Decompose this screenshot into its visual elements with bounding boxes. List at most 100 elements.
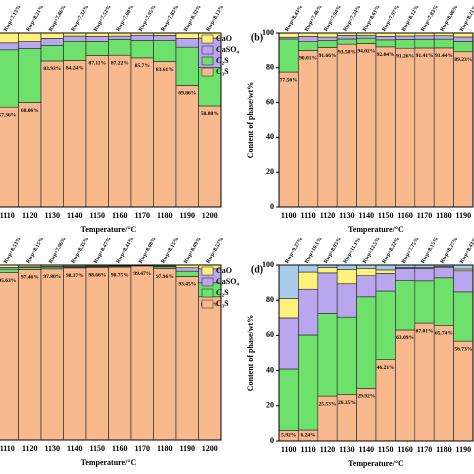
- bar-segment: [108, 39, 132, 56]
- bar-segment: [375, 359, 396, 442]
- bar-segment: [395, 39, 416, 49]
- data-label: 94.02%: [357, 49, 375, 55]
- bar-segment: [356, 275, 377, 298]
- bar-segment: [453, 36, 474, 42]
- data-label: 67.01%: [416, 328, 434, 334]
- bar-segment: [395, 329, 416, 442]
- y-tick-label: 20: [266, 167, 274, 176]
- bar-segment: [356, 264, 377, 269]
- data-label: 6.24%: [301, 432, 316, 438]
- x-tick-label: 1130: [44, 211, 60, 220]
- bar-segment: [395, 268, 416, 281]
- data-label: 69.86%: [178, 91, 196, 97]
- bar-segment: [18, 41, 42, 49]
- rwp-label: Rwp=8.12%: [401, 4, 421, 32]
- bar-segment: [356, 296, 377, 389]
- x-tick-label: 1130: [339, 211, 355, 220]
- legend-label: C₃S: [216, 299, 229, 308]
- x-axis-title: Temperature/°C: [348, 459, 404, 468]
- bar-segment: [336, 43, 357, 208]
- bar-segment: [85, 55, 109, 208]
- legend-swatch: [201, 56, 214, 66]
- bar-segment: [18, 102, 42, 208]
- bar-segment: [175, 270, 199, 277]
- y-tick-label: 0: [270, 202, 274, 211]
- bar-segment: [175, 32, 199, 39]
- legend-swatch: [201, 277, 214, 287]
- data-label: 60.06%: [21, 108, 39, 114]
- bar-segment: [414, 38, 435, 49]
- bar-segment: [375, 46, 396, 208]
- bar-segment: [375, 32, 396, 37]
- bar-segment: [433, 277, 454, 326]
- bar-segment: [0, 49, 19, 108]
- rwp-label: Rwp=8.21%: [459, 4, 474, 32]
- data-label: 97.46%: [21, 275, 39, 281]
- bar-segment: [317, 313, 338, 397]
- bar-segment: [0, 106, 19, 208]
- bar-segment: [0, 272, 19, 441]
- bar-segment: [317, 36, 338, 41]
- bar-segment: [336, 264, 357, 270]
- bar-segment: [153, 268, 177, 441]
- bar-segment: [40, 32, 64, 39]
- y-tick-label: 0: [270, 436, 274, 445]
- y-axis-title: Content of phase/wt%: [246, 315, 255, 391]
- rwp-label: Rwp=8.21%: [25, 4, 45, 32]
- x-tick-label: 1180: [157, 444, 173, 453]
- y-tick-label: 80: [266, 63, 274, 72]
- rwp-label: Rwp=12.5%: [362, 236, 382, 264]
- bar-segment: [278, 38, 299, 73]
- bar-segment: [414, 268, 435, 282]
- x-tick-label: 1150: [89, 211, 105, 220]
- rwp-label: Rwp=7.08%: [115, 4, 135, 32]
- data-label: 57.36%: [0, 112, 16, 118]
- rwp-label: Rwp=8.15%: [160, 236, 180, 264]
- bar-segment: [317, 40, 338, 48]
- bar-segment: [298, 264, 319, 273]
- bar-segment: [453, 51, 474, 208]
- legend-swatch: [201, 34, 214, 44]
- x-tick-label: 1160: [112, 444, 128, 453]
- x-tick-label: 1110: [301, 445, 316, 454]
- data-label: 84.24%: [66, 66, 84, 72]
- rwp-label: Rwp=7.95%: [138, 4, 158, 32]
- panel-label: (d): [251, 264, 263, 275]
- rwp-label: Rwp=9.27%: [284, 236, 304, 264]
- bar-segment: [40, 38, 64, 46]
- bar-segment: [336, 316, 357, 395]
- bar-segment: [453, 264, 474, 270]
- bar-segment: [40, 60, 64, 208]
- data-label: 91.26%: [396, 53, 414, 59]
- x-tick-label: 1120: [22, 444, 38, 453]
- bar-segment: [453, 40, 474, 53]
- x-tick-label: 1150: [89, 444, 105, 453]
- x-tick-label: 1170: [417, 211, 433, 220]
- data-label: 87.11%: [88, 61, 106, 67]
- bar-segment: [63, 35, 87, 42]
- bar-segment: [453, 340, 474, 442]
- y-tick-label: 80: [266, 295, 274, 304]
- bar-segment: [175, 276, 199, 441]
- rwp-label: Rwp=7.85%: [160, 4, 180, 32]
- bar-segment: [375, 269, 396, 274]
- data-label: 91.66%: [319, 53, 337, 59]
- data-label: 58.08%: [201, 111, 219, 117]
- data-label: 63.09%: [396, 335, 414, 341]
- x-tick-label: 1100: [281, 211, 297, 220]
- x-tick-label: 1150: [378, 445, 394, 454]
- rwp-label: Rwp=7.97%: [381, 4, 401, 32]
- bar-segment: [108, 266, 132, 441]
- rwp-label: Rwp=7.46%: [304, 4, 324, 32]
- bar-segment: [414, 35, 435, 40]
- y-tick-label: 40: [266, 365, 274, 374]
- bar-segment: [278, 264, 299, 299]
- bar-segment: [375, 273, 396, 292]
- bar-segment: [433, 324, 454, 442]
- bar-segment: [18, 269, 42, 441]
- bar-segment: [40, 268, 64, 441]
- rwp-label: Rwp=8.95%: [323, 236, 343, 264]
- x-tick-label: 1160: [112, 211, 128, 220]
- data-label: 93.45%: [178, 282, 196, 288]
- bar-segment: [336, 269, 357, 285]
